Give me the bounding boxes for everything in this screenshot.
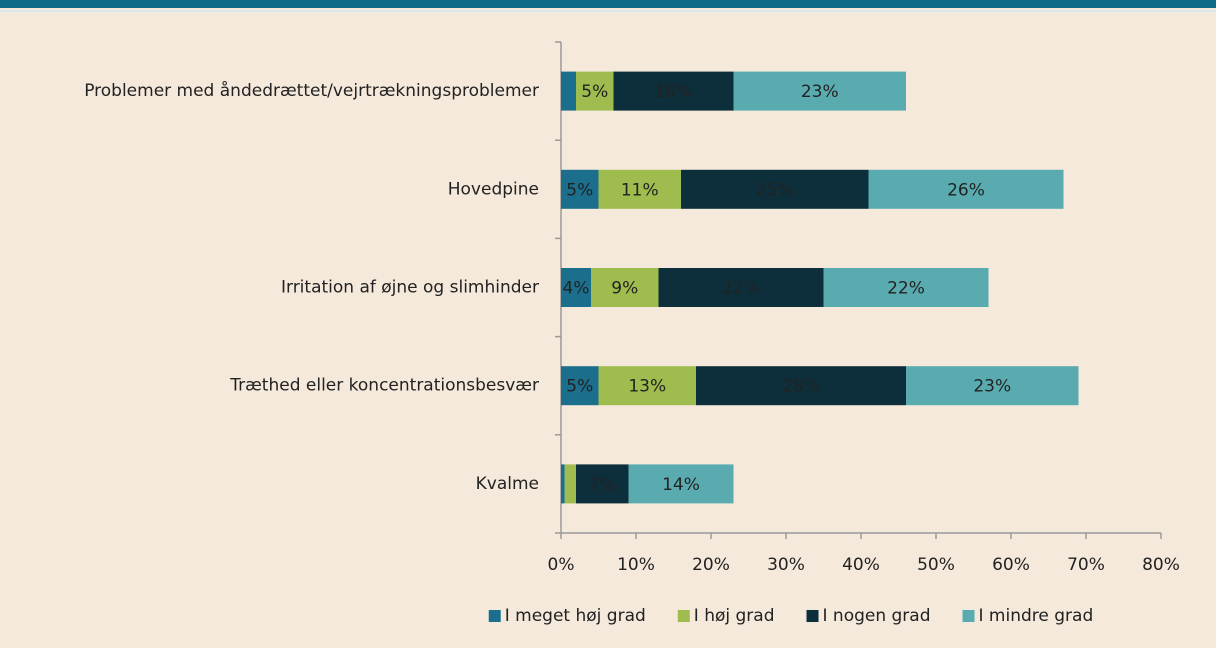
legend-label: I nogen grad	[823, 606, 931, 626]
value-label: 26%	[947, 180, 985, 200]
legend-label: I høj grad	[694, 606, 775, 626]
bar-segment	[823, 268, 989, 307]
bar-segment	[561, 268, 591, 307]
legend-item: I høj grad	[677, 606, 775, 626]
x-tick-label: 20%	[692, 555, 730, 575]
bar-segment	[658, 268, 824, 307]
bar-segment	[628, 464, 734, 504]
x-tick-label: 50%	[917, 555, 955, 575]
legend-swatch	[806, 610, 819, 622]
value-label: 22%	[887, 279, 925, 299]
x-tick-label: 70%	[1067, 555, 1105, 575]
legend-label: I mindre grad	[979, 606, 1094, 626]
category-label: Træthed eller koncentrationsbesvær	[229, 376, 539, 396]
bar-segment	[561, 366, 599, 406]
legend-label: I meget høj grad	[505, 606, 646, 626]
legend-swatch	[962, 610, 975, 622]
category-label: Problemer med åndedrættet/vejrtrækningsp…	[84, 80, 539, 101]
legend-item: I meget høj grad	[488, 606, 646, 626]
category-label: Irritation af øjne og slimhinder	[281, 278, 539, 298]
legend-swatch	[677, 610, 690, 622]
bar-segment	[576, 71, 614, 111]
x-tick-label: 10%	[617, 555, 655, 575]
value-label: 23%	[973, 377, 1011, 397]
value-label: 28%	[782, 377, 820, 397]
bar-segment	[576, 464, 629, 504]
bar-segment	[906, 366, 1079, 406]
value-label: 22%	[722, 279, 760, 299]
bar-segment	[564, 464, 576, 504]
value-label: 9%	[611, 279, 638, 299]
value-label: 25%	[756, 180, 794, 200]
x-tick-label: 60%	[992, 555, 1030, 575]
value-label: 5%	[566, 180, 593, 200]
legend-item: I nogen grad	[806, 606, 931, 626]
x-tick-label: 80%	[1142, 555, 1180, 575]
value-label: 14%	[662, 475, 700, 495]
bar-segment	[561, 169, 599, 209]
bar-segment	[868, 169, 1064, 209]
value-label: 11%	[621, 180, 659, 200]
bar-segment	[561, 71, 576, 111]
value-label: 16%	[655, 82, 693, 102]
value-label: 5%	[566, 377, 593, 397]
value-label: 5%	[581, 82, 608, 102]
bar-segment	[696, 366, 906, 406]
legend-swatch	[488, 610, 501, 622]
value-label: 4%	[563, 279, 590, 299]
bar-segment	[591, 268, 659, 307]
x-tick-label: 0%	[548, 555, 575, 575]
category-label: Kvalme	[476, 474, 539, 494]
bar-segment	[681, 169, 869, 209]
value-label: 23%	[801, 82, 839, 102]
legend-item: I mindre grad	[962, 606, 1094, 626]
top-border	[0, 0, 1216, 8]
bar-segment	[561, 464, 565, 504]
bar-segment	[733, 71, 906, 111]
bar-segment	[598, 169, 681, 209]
value-label: 13%	[628, 377, 666, 397]
bar-segment	[613, 71, 734, 111]
bar-segment	[598, 366, 696, 406]
value-label: 7%	[589, 475, 616, 495]
x-tick-label: 30%	[767, 555, 805, 575]
category-label: Hovedpine	[448, 179, 539, 199]
x-tick-label: 40%	[842, 555, 880, 575]
